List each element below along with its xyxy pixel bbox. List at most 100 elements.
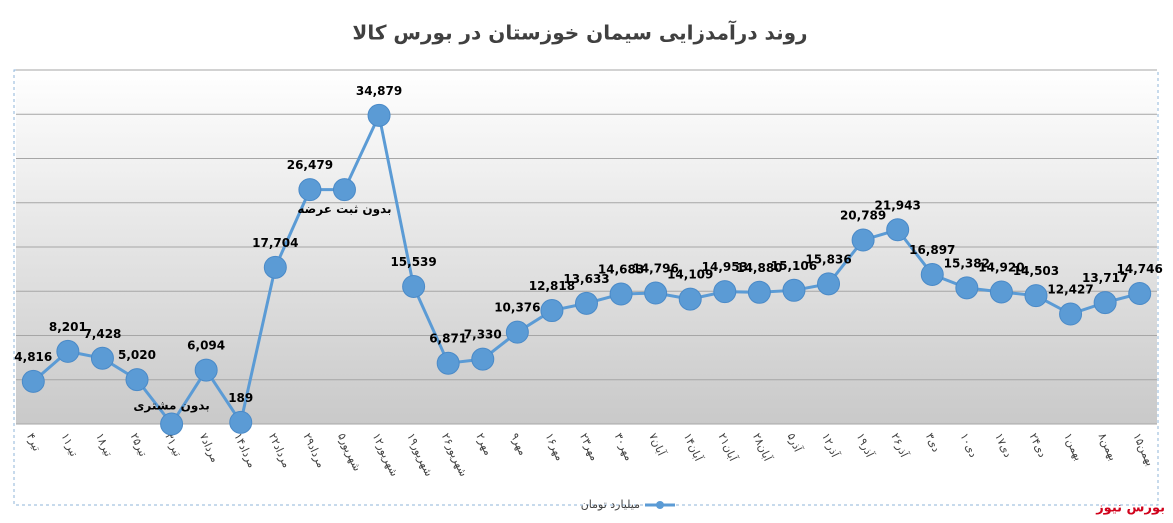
data-label: 6,094 [187,339,225,353]
data-point [436,351,460,375]
data-point [1024,284,1048,308]
data-point [540,299,564,323]
data-label: 14,746 [1117,262,1163,276]
x-tick-label: ۷آبان [646,431,669,459]
x-tick-label: ۸بهمن [1096,431,1120,463]
data-label: 14,503 [1013,264,1059,278]
x-tick-label: ۲۹مرداد [300,431,327,470]
data-point [609,282,633,306]
data-label: 189 [228,391,253,405]
data-point [575,291,598,315]
data-point [367,103,391,127]
data-point [886,218,910,242]
data-point [851,228,875,252]
x-tick-label: ۱۴آبان [681,431,707,464]
x-tick-label: ۴تیر [24,431,44,453]
data-point [263,255,287,279]
data-label: 14,796 [632,262,678,276]
x-tick-label: ۱۰دی [957,431,980,460]
data-label: 14,683 [598,263,644,277]
data-point [125,368,149,392]
x-tick-label: ۲۲مرداد [266,431,293,470]
x-tick-label: ۱۲آذر [819,431,843,461]
data-label: 13,717 [1082,271,1128,285]
data-point [955,276,979,300]
x-tick-label: ۳دی [923,431,943,454]
data-point [989,280,1013,304]
data-label: 14,109 [667,268,713,282]
x-tick-label: ۵آذر [785,431,806,455]
data-point [1093,291,1117,315]
data-label: 15,539 [390,255,436,269]
x-tick-label: ۵شهریور [335,431,364,473]
x-tick-label: ۱۷دی [992,431,1015,460]
x-tick-label: ۲۱آبان [715,431,741,464]
data-label: 12,427 [1047,283,1093,297]
data-label: 10,376 [494,301,540,315]
data-label: 16,897 [909,243,955,257]
data-point [229,410,253,434]
x-tick-label: ۲۳مهر [577,431,601,463]
data-label: 12,818 [529,279,575,293]
data-point [160,412,184,436]
chart-title: روند درآمدزایی سیمان خوزستان در بورس کال… [352,20,807,45]
legend-label: میلیارد تومان [581,498,640,511]
data-label: 15,106 [771,259,817,273]
x-tick-label: ۱۹شهریور [404,431,435,478]
data-point [402,274,426,298]
x-tick-label: ۹مهر [508,431,530,457]
data-point [644,281,668,305]
data-point [90,346,114,370]
x-tick-label: ۲۸آبان [750,431,776,464]
data-label: 17,704 [252,236,298,250]
data-point [713,280,737,304]
data-point [21,369,45,393]
data-label: 6,871 [429,332,467,346]
data-point [505,320,529,344]
data-point [747,280,771,304]
data-point [817,272,841,296]
data-label: 14,920 [978,260,1024,274]
data-label: 8,201 [49,320,87,334]
x-tick-label: ۲مهر [473,431,495,457]
data-point [471,347,495,371]
x-tick-label: ۱۸تیر [93,431,115,459]
data-label: بدون مشتری [133,399,209,414]
data-label: 26,479 [287,158,333,172]
data-label: 5,020 [118,348,156,362]
x-tick-label: ۱۲شهریور [370,431,401,478]
x-tick-label: ۲۵تیر [128,431,150,459]
data-point [782,278,806,302]
data-point [1059,302,1083,326]
x-tick-label: ۷مرداد [197,431,222,464]
data-point [332,178,356,202]
data-label: 4,816 [14,350,52,364]
x-tick-label: ۱۵بهمن [1130,431,1156,468]
x-tick-label: ۲۶آذر [888,431,912,461]
data-label: 15,836 [805,252,851,266]
data-label: 7,428 [83,327,121,341]
x-tick-label: ۱۶مهر [542,431,566,463]
legend-marker [656,501,664,509]
data-label: 14,880 [736,261,782,275]
data-label: بدون ثبت عرضه [297,202,391,217]
data-label: 21,943 [875,198,921,212]
data-point [1128,281,1152,305]
x-tick-label: ۱۱تیر [58,431,80,459]
data-label: 15,382 [944,256,990,270]
data-point [194,358,218,382]
data-label: 20,789 [840,209,886,223]
x-tick-label: ۲۶شهریور [439,431,470,478]
data-label: 14,953 [702,260,748,274]
x-tick-label: ۱۴مرداد [231,431,258,470]
x-tick-label: ۲۴دی [1027,431,1050,460]
data-label: 34,879 [356,84,402,98]
data-label: 7,330 [464,328,502,342]
x-tick-label: ۱۹آذر [854,431,878,461]
data-point [678,287,702,311]
data-point [56,339,80,363]
data-point [298,178,322,202]
x-tick-label: ۱بهمن [1061,431,1085,463]
data-label: 13,633 [563,272,609,286]
